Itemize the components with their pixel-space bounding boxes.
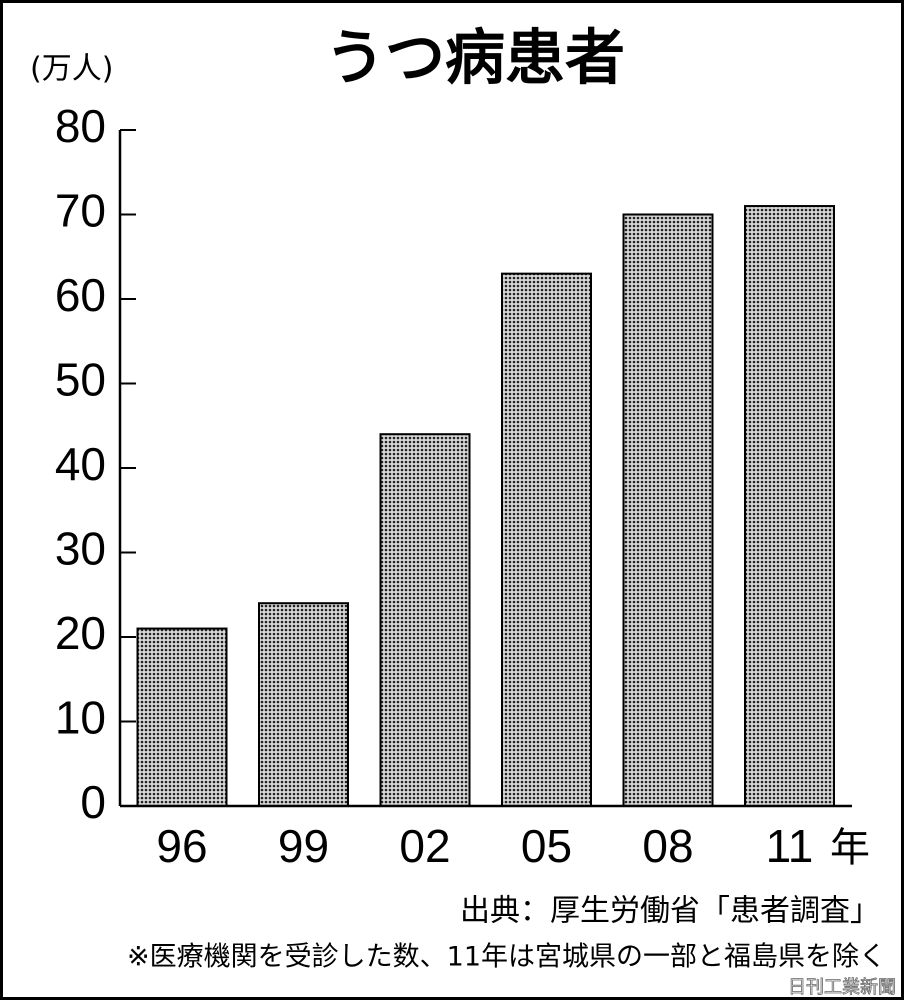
y-tick-label: 20 [55,607,106,659]
bar [258,602,349,808]
x-tick-label: 08 [642,820,693,872]
y-tick-label: 30 [55,523,106,575]
x-tick-label: 02 [399,820,450,872]
x-tick-label: 11 [766,820,814,872]
note: ※医療機関を受診した数、11年は宮城県の一部と福島県を除く [127,942,886,973]
bar [622,213,714,807]
chart-title: うつ病患者 [325,24,625,94]
credit: 日刊工業新聞 [788,977,896,998]
y-tick-label: 50 [55,354,106,406]
y-tick-label: 70 [55,185,106,237]
x-unit: 年 [830,825,870,871]
source: 出典：厚生労働省「患者調査」 [460,894,880,929]
y-tick-label: 0 [80,776,106,828]
y-tick-label: 10 [55,692,106,744]
x-tick-label: 96 [156,820,207,872]
y-tick-label: 80 [55,100,106,152]
bar [136,627,228,807]
bar [379,433,471,807]
bar [744,205,835,808]
x-tick-label: 99 [278,820,329,872]
y-tick-label: 60 [55,269,106,321]
bar [501,272,592,807]
y-unit: (万人) [30,52,113,87]
x-tick-label: 05 [521,820,572,872]
y-tick-label: 40 [55,438,106,490]
